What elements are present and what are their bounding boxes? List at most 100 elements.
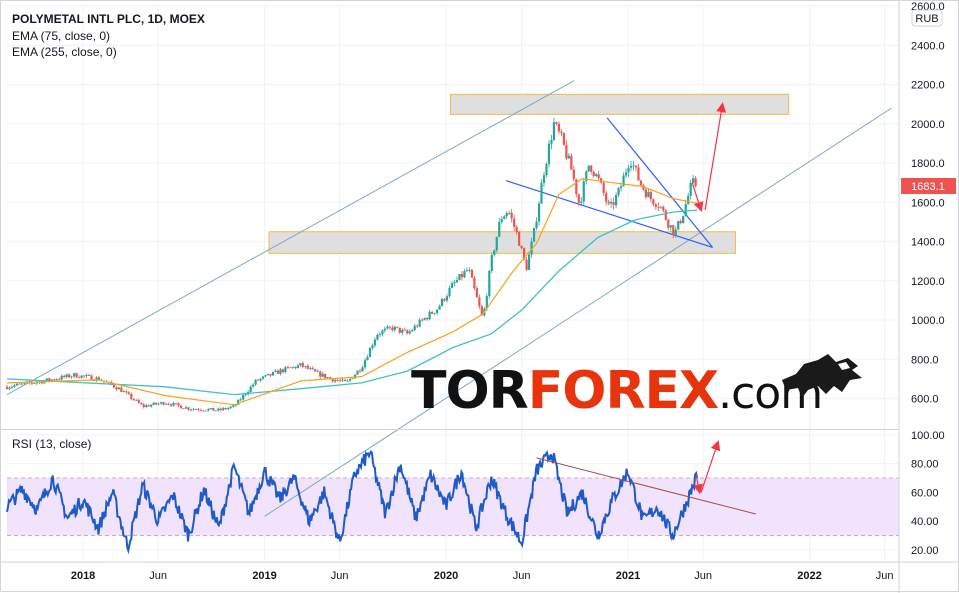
candle-body	[122, 391, 125, 393]
candle-body	[386, 326, 389, 329]
candle-body	[329, 377, 332, 379]
price-tick-label: 1400.0	[911, 237, 945, 249]
candle-body	[592, 171, 595, 177]
candle-body	[222, 408, 225, 411]
candle-body	[63, 375, 66, 377]
candle-body	[391, 327, 394, 331]
candle-body	[438, 305, 441, 310]
ema-75-line	[6, 178, 698, 406]
candle-body	[527, 254, 531, 270]
rsi-band	[7, 477, 899, 537]
candle-body	[694, 178, 697, 187]
candle-body	[309, 368, 312, 369]
grid-lines	[7, 5, 899, 560]
candle-body	[388, 326, 391, 328]
currency-badge-label: RUB	[915, 13, 938, 25]
candle-body	[468, 269, 471, 271]
candle-body	[537, 203, 541, 222]
candle-body	[152, 402, 155, 405]
candle-body	[30, 382, 33, 384]
candle-body	[174, 402, 178, 404]
candle-body	[274, 370, 277, 372]
candle-body	[513, 218, 516, 227]
candle-body	[373, 339, 377, 346]
candle-body	[617, 187, 620, 195]
candle-body	[463, 271, 466, 278]
candle-body	[654, 204, 657, 207]
candle-body	[659, 206, 662, 208]
candle-body	[652, 199, 655, 205]
candle-body	[227, 407, 230, 410]
rsi-tick-label: 20.00	[911, 545, 939, 557]
candle-body	[632, 165, 635, 167]
candle-body	[147, 405, 150, 407]
candle-body	[48, 378, 51, 381]
candle-body	[264, 375, 267, 377]
candle-body	[82, 375, 86, 377]
time-tick-label: 2022	[797, 570, 821, 582]
candle-body	[13, 385, 16, 387]
candle-body	[269, 373, 272, 376]
candle-body	[321, 373, 324, 377]
candle-body	[33, 383, 36, 385]
candle-body	[242, 394, 245, 400]
candle-body	[605, 193, 608, 202]
candle-body	[351, 378, 354, 380]
candle-body	[371, 345, 374, 349]
candle-body	[545, 163, 548, 176]
candle-body	[361, 367, 364, 372]
candle-body	[137, 399, 140, 403]
candle-body	[672, 225, 675, 236]
candle-body	[90, 375, 93, 381]
rsi-tick-label: 80.00	[911, 459, 939, 471]
time-tick-label: 2019	[252, 570, 276, 582]
candle-body	[490, 254, 493, 271]
candle-body	[80, 375, 83, 378]
candle-body	[77, 377, 81, 379]
ema-255-line	[6, 209, 698, 396]
candle-body	[254, 379, 257, 385]
candle-body	[75, 373, 78, 378]
candle-body	[552, 122, 556, 141]
candle-body	[289, 367, 292, 369]
candle-body	[157, 403, 160, 405]
candle-body	[256, 379, 260, 381]
candle-body	[418, 319, 421, 327]
candle-body	[448, 288, 451, 297]
candle-body	[440, 298, 444, 306]
candle-body	[73, 373, 76, 377]
candle-body	[271, 371, 275, 376]
candle-body	[607, 201, 610, 204]
rsi-tick-label: 100.00	[911, 430, 945, 442]
rsi-arrow	[700, 440, 721, 493]
candle-body	[475, 288, 478, 298]
candle-body	[304, 365, 307, 367]
candle-body	[182, 408, 185, 410]
candle-body	[610, 202, 613, 204]
time-tick-label: Jun	[694, 570, 712, 582]
candle-body	[458, 274, 461, 281]
candle-body	[682, 215, 685, 224]
candle-body	[567, 155, 570, 159]
price-arrow	[704, 102, 727, 211]
candle-body	[416, 325, 419, 327]
candle-body	[266, 373, 270, 376]
candle-body	[503, 216, 506, 219]
candle-body	[334, 380, 337, 382]
candle-body	[115, 387, 118, 390]
candle-body	[125, 391, 128, 393]
candle-body	[393, 326, 396, 331]
candle-body	[301, 363, 304, 367]
time-tick-label: 2018	[71, 570, 95, 582]
candle-body	[667, 219, 670, 228]
candle-body	[644, 189, 648, 198]
candle-body	[396, 326, 399, 328]
candle-body	[142, 404, 145, 407]
candle-body	[684, 204, 687, 216]
candle-body	[560, 131, 563, 134]
candle-body	[555, 122, 558, 124]
candle-body	[165, 403, 168, 405]
candle-body	[207, 409, 210, 411]
price-tick-label: 1200.0	[911, 276, 945, 288]
candle-body	[341, 379, 344, 381]
